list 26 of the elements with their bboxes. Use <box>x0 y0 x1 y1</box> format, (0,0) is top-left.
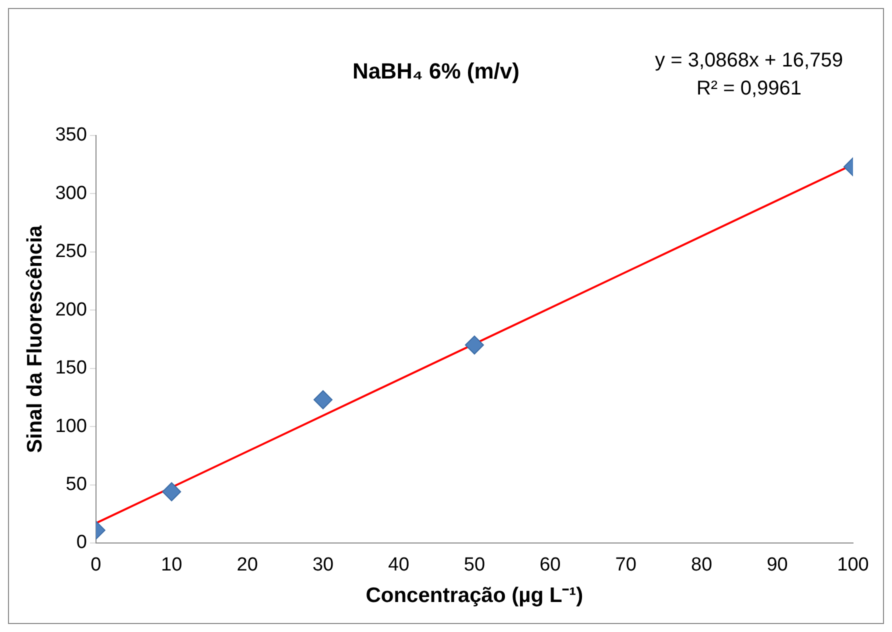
y-tick-label: 250 <box>55 241 87 262</box>
y-tick-label: 0 <box>76 532 87 554</box>
y-tick-label: 50 <box>66 474 87 496</box>
point <box>464 336 484 355</box>
y-tick-label: 300 <box>55 182 87 204</box>
text: y = 3,0868x + 16,759 <box>655 50 843 72</box>
x-tick-label: 50 <box>464 554 486 576</box>
x-tick-label: 60 <box>540 554 561 576</box>
chart-title: NaBH₄ 6% (m/v) <box>352 58 520 84</box>
x-tick-label: 20 <box>236 554 258 576</box>
x-axis-title: Concentração (µg L⁻¹) <box>366 584 584 608</box>
x-tick-label: 80 <box>691 554 712 576</box>
y-tick-label: 100 <box>55 416 87 437</box>
y-tick-label: 200 <box>55 299 87 320</box>
x-tick-label: 90 <box>766 554 788 576</box>
x-tick-label: 0 <box>90 554 102 576</box>
x-tick-label: 40 <box>388 554 410 576</box>
x-tick-label: 100 <box>837 554 869 576</box>
text: R² = 0,9961 <box>696 78 802 100</box>
x-tick-label: 30 <box>312 554 334 576</box>
y-tick-label: 350 <box>55 124 87 146</box>
y-tick-label: 150 <box>55 358 87 379</box>
x-tick-label: 70 <box>615 554 636 576</box>
x-tick-label: 10 <box>161 554 182 576</box>
point <box>314 390 333 410</box>
y-axis-title: Sinal da Fluorescência <box>23 225 46 453</box>
